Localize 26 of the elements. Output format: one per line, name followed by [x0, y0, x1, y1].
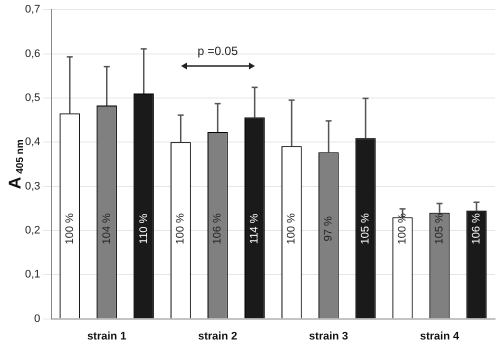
y-tick-label: 0,6	[24, 48, 40, 60]
annotation: 110 %	[138, 213, 150, 244]
annotation: 100 %	[174, 212, 187, 244]
annotation: 114 %	[248, 213, 261, 244]
x-tick-label: strain 1	[87, 330, 126, 342]
annotation: 105 %	[360, 212, 372, 244]
annotation: 106 %	[212, 212, 224, 244]
annotation: 100 %	[64, 212, 76, 244]
y-axis-title: A405 nm	[6, 139, 26, 190]
annotation: 100 %	[396, 212, 409, 244]
y-tick-label: 0,1	[24, 268, 40, 281]
annotation: 104 %	[100, 212, 113, 244]
annotation: p =0.05	[197, 44, 238, 58]
y-tick-label: 0,5	[24, 92, 40, 104]
y-tick-label: 0,7	[24, 4, 40, 16]
x-tick-label: strain 4	[420, 330, 460, 342]
y-tick-label: 0,2	[24, 224, 40, 236]
annotation: 97 %	[322, 216, 335, 242]
x-tick-label: strain 3	[309, 330, 348, 342]
x-tick-label: strain 2	[198, 330, 238, 342]
y-tick-label: 0,4	[24, 136, 40, 148]
y-tick-label: 0	[34, 312, 40, 325]
annotation: 105 %	[434, 212, 446, 244]
annotation: 100 %	[286, 212, 298, 244]
y-tick-label: 0,3	[24, 180, 40, 192]
annotation: 106 %	[470, 212, 483, 244]
